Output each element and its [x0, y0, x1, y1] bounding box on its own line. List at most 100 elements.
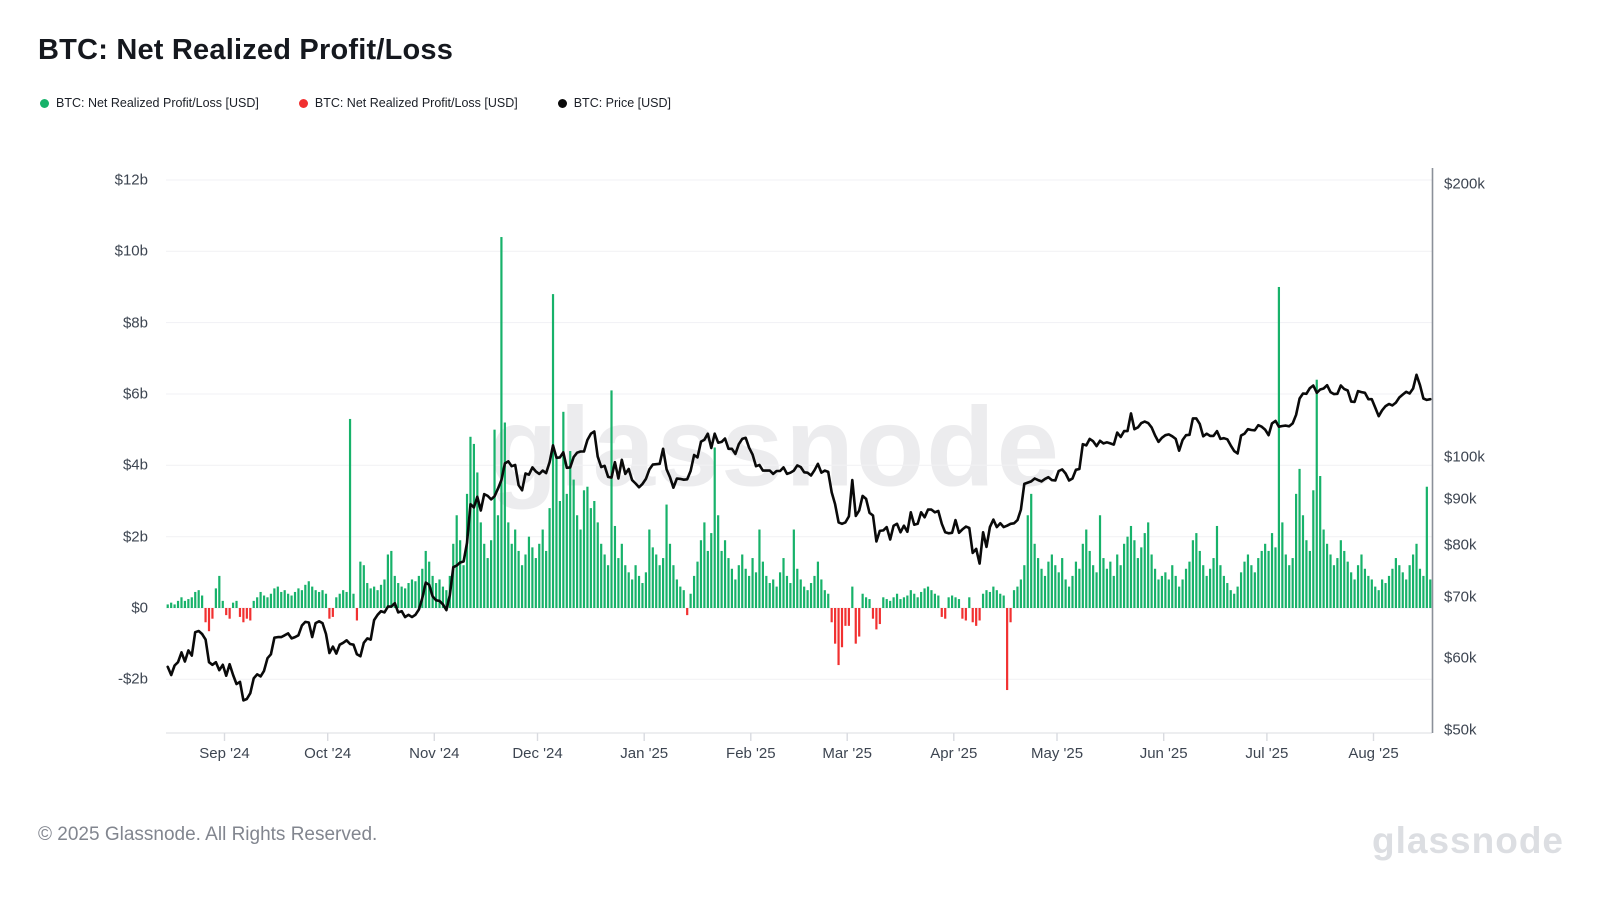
x-month-label: Nov '24	[409, 745, 460, 762]
net-realized-bar	[961, 608, 964, 619]
legend-item-net-realized-profit[interactable]: BTC: Net Realized Profit/Loss [USD]	[40, 96, 259, 110]
net-realized-bar	[483, 543, 486, 608]
net-realized-bar	[221, 600, 224, 608]
net-realized-bar	[1274, 547, 1277, 608]
net-realized-bar	[813, 575, 816, 608]
net-realized-bar	[1257, 558, 1260, 608]
net-realized-bar	[465, 493, 469, 608]
net-realized-bar	[1387, 575, 1391, 608]
net-realized-bar	[324, 593, 328, 608]
net-realized-bar	[1284, 554, 1287, 608]
net-realized-bar	[1350, 572, 1353, 608]
net-realized-bar	[1129, 525, 1133, 608]
net-realized-bar	[851, 586, 854, 608]
net-realized-bar	[390, 550, 393, 608]
net-realized-bar	[1037, 558, 1040, 608]
net-realized-bar	[407, 583, 410, 608]
net-realized-bar	[975, 608, 978, 626]
net-realized-bar	[875, 608, 878, 630]
net-realized-bar	[331, 608, 334, 617]
net-realized-bar	[1305, 540, 1308, 608]
net-realized-bar	[1360, 554, 1363, 608]
net-realized-bar	[1339, 540, 1342, 608]
net-realized-bar	[606, 565, 610, 608]
net-realized-bar	[256, 597, 259, 608]
net-realized-bar	[837, 608, 840, 666]
net-realized-bar	[926, 586, 930, 608]
legend-item-price[interactable]: BTC: Price [USD]	[557, 96, 671, 110]
net-realized-bar	[854, 608, 857, 644]
net-realized-bar	[823, 590, 826, 608]
net-realized-bar	[245, 608, 248, 619]
net-realized-bar	[1033, 543, 1036, 608]
net-realized-bar	[1136, 558, 1139, 608]
net-realized-bar	[297, 588, 300, 608]
net-realized-bar	[490, 540, 493, 608]
net-realized-bar	[404, 588, 407, 608]
net-realized-bar	[266, 597, 269, 608]
net-realized-bar	[1050, 554, 1053, 608]
net-realized-bar	[792, 529, 795, 608]
net-realized-bar	[1143, 533, 1146, 608]
net-realized-bar	[916, 597, 919, 608]
net-realized-bar	[379, 584, 383, 608]
y-right-tick-label: $50k	[1444, 721, 1477, 739]
net-realized-bar	[1215, 525, 1219, 608]
net-realized-bar	[290, 595, 293, 608]
net-realized-bar	[710, 533, 713, 608]
net-realized-bar	[383, 579, 386, 608]
chart-legend: BTC: Net Realized Profit/Loss [USD] BTC:…	[40, 96, 711, 110]
net-realized-bar	[1418, 568, 1422, 608]
net-realized-bar	[947, 597, 950, 608]
net-realized-bar	[765, 575, 768, 608]
net-realized-bar	[459, 540, 462, 608]
y-left-tick-label: $0	[131, 599, 148, 617]
net-realized-bar	[1422, 575, 1425, 608]
net-realized-bar	[658, 565, 661, 608]
net-realized-bar	[538, 543, 541, 608]
net-realized-bar	[228, 608, 231, 619]
legend-item-net-realized-loss[interactable]: BTC: Net Realized Profit/Loss [USD]	[298, 96, 518, 110]
net-realized-bar	[620, 543, 623, 608]
net-realized-bar	[359, 561, 362, 608]
net-realized-bar	[280, 591, 283, 608]
net-realized-bar	[317, 591, 321, 608]
net-realized-bar	[944, 608, 947, 619]
net-realized-bar	[493, 429, 496, 608]
y-left-tick-label: $4b	[122, 456, 148, 474]
net-realized-bar	[194, 591, 197, 608]
net-realized-bar	[923, 588, 926, 608]
green-dot-icon	[40, 98, 49, 108]
legend-label: BTC: Price [USD]	[573, 96, 671, 110]
net-realized-bar	[1085, 529, 1088, 608]
net-realized-bar	[1325, 543, 1329, 608]
net-realized-bar	[827, 593, 830, 608]
net-realized-bar	[201, 595, 204, 608]
net-realized-bar	[751, 558, 754, 608]
net-realized-bar	[338, 593, 341, 608]
y-right-tick-label: $60k	[1444, 649, 1477, 667]
net-realized-bar	[803, 586, 806, 608]
net-realized-bar	[1394, 558, 1397, 608]
net-realized-bar	[761, 561, 764, 608]
net-realized-bar	[548, 508, 551, 608]
net-realized-bar	[469, 436, 472, 608]
net-realized-bar	[486, 558, 489, 608]
net-realized-bar	[1353, 579, 1356, 608]
net-realized-bar	[520, 565, 524, 608]
x-month-label: Mar '25	[822, 745, 872, 762]
net-realized-bar	[1123, 543, 1126, 608]
net-realized-bar	[1181, 579, 1184, 608]
net-realized-bar	[627, 572, 630, 608]
net-realized-bar	[1332, 565, 1336, 608]
net-realized-bar	[304, 584, 307, 608]
net-realized-bar	[510, 543, 513, 608]
net-realized-bar	[785, 575, 789, 608]
net-realized-bar	[682, 590, 685, 608]
net-realized-bar	[218, 575, 221, 608]
net-realized-bar	[741, 554, 744, 608]
net-realized-bar	[211, 608, 214, 619]
net-realized-bar	[1019, 579, 1022, 608]
net-realized-bar	[214, 588, 217, 608]
